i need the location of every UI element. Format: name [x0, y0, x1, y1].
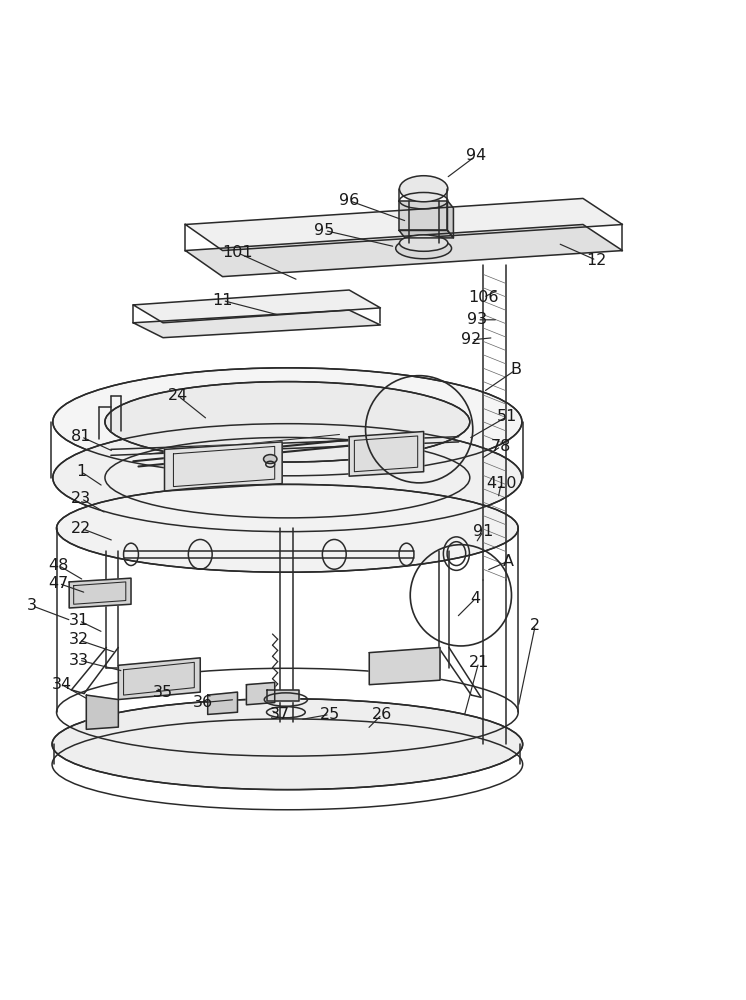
Text: A: A: [503, 554, 514, 569]
Ellipse shape: [53, 424, 522, 532]
Polygon shape: [399, 230, 454, 238]
Polygon shape: [349, 431, 424, 476]
Text: 11: 11: [213, 293, 233, 308]
Text: 21: 21: [468, 655, 489, 670]
Text: 33: 33: [69, 653, 89, 668]
Text: 24: 24: [168, 388, 188, 403]
Text: 31: 31: [69, 613, 89, 628]
Text: 93: 93: [467, 312, 487, 327]
Ellipse shape: [52, 699, 523, 790]
Text: 34: 34: [51, 677, 72, 692]
Ellipse shape: [395, 238, 451, 259]
Text: 2: 2: [530, 618, 540, 633]
Polygon shape: [119, 658, 200, 700]
Ellipse shape: [399, 235, 448, 251]
Polygon shape: [134, 290, 380, 323]
Polygon shape: [399, 201, 448, 230]
Text: 1: 1: [76, 464, 87, 479]
Text: 96: 96: [339, 193, 360, 208]
Text: 48: 48: [48, 558, 69, 573]
Polygon shape: [165, 442, 282, 491]
Text: 3: 3: [27, 598, 37, 613]
Text: 35: 35: [153, 685, 173, 700]
Text: 101: 101: [222, 245, 253, 260]
Polygon shape: [185, 224, 622, 277]
Text: 26: 26: [372, 707, 392, 722]
Text: 22: 22: [71, 521, 91, 536]
Text: 47: 47: [48, 576, 69, 591]
Text: 94: 94: [466, 148, 486, 163]
Polygon shape: [246, 682, 275, 705]
Text: 91: 91: [473, 524, 493, 539]
Text: 25: 25: [320, 707, 340, 722]
Ellipse shape: [105, 382, 470, 462]
Text: B: B: [510, 362, 521, 377]
Text: 4: 4: [471, 591, 481, 606]
Polygon shape: [267, 690, 298, 701]
Text: 78: 78: [491, 439, 511, 454]
Text: 23: 23: [71, 491, 91, 506]
Polygon shape: [185, 198, 622, 251]
Text: 36: 36: [193, 695, 213, 710]
Ellipse shape: [399, 176, 448, 202]
Polygon shape: [369, 647, 440, 685]
Polygon shape: [69, 578, 131, 608]
Text: 37: 37: [270, 707, 290, 722]
Text: 81: 81: [71, 429, 91, 444]
Text: 32: 32: [69, 632, 89, 647]
Polygon shape: [207, 692, 237, 714]
Ellipse shape: [53, 368, 522, 476]
Text: 12: 12: [586, 253, 606, 268]
Polygon shape: [448, 201, 454, 238]
Polygon shape: [134, 310, 380, 338]
Text: 92: 92: [461, 332, 481, 347]
Text: 95: 95: [315, 223, 335, 238]
Text: 51: 51: [497, 409, 517, 424]
Text: 106: 106: [468, 290, 498, 305]
Ellipse shape: [263, 455, 277, 464]
Polygon shape: [87, 695, 119, 729]
Text: 410: 410: [486, 476, 516, 491]
Ellipse shape: [57, 484, 518, 572]
